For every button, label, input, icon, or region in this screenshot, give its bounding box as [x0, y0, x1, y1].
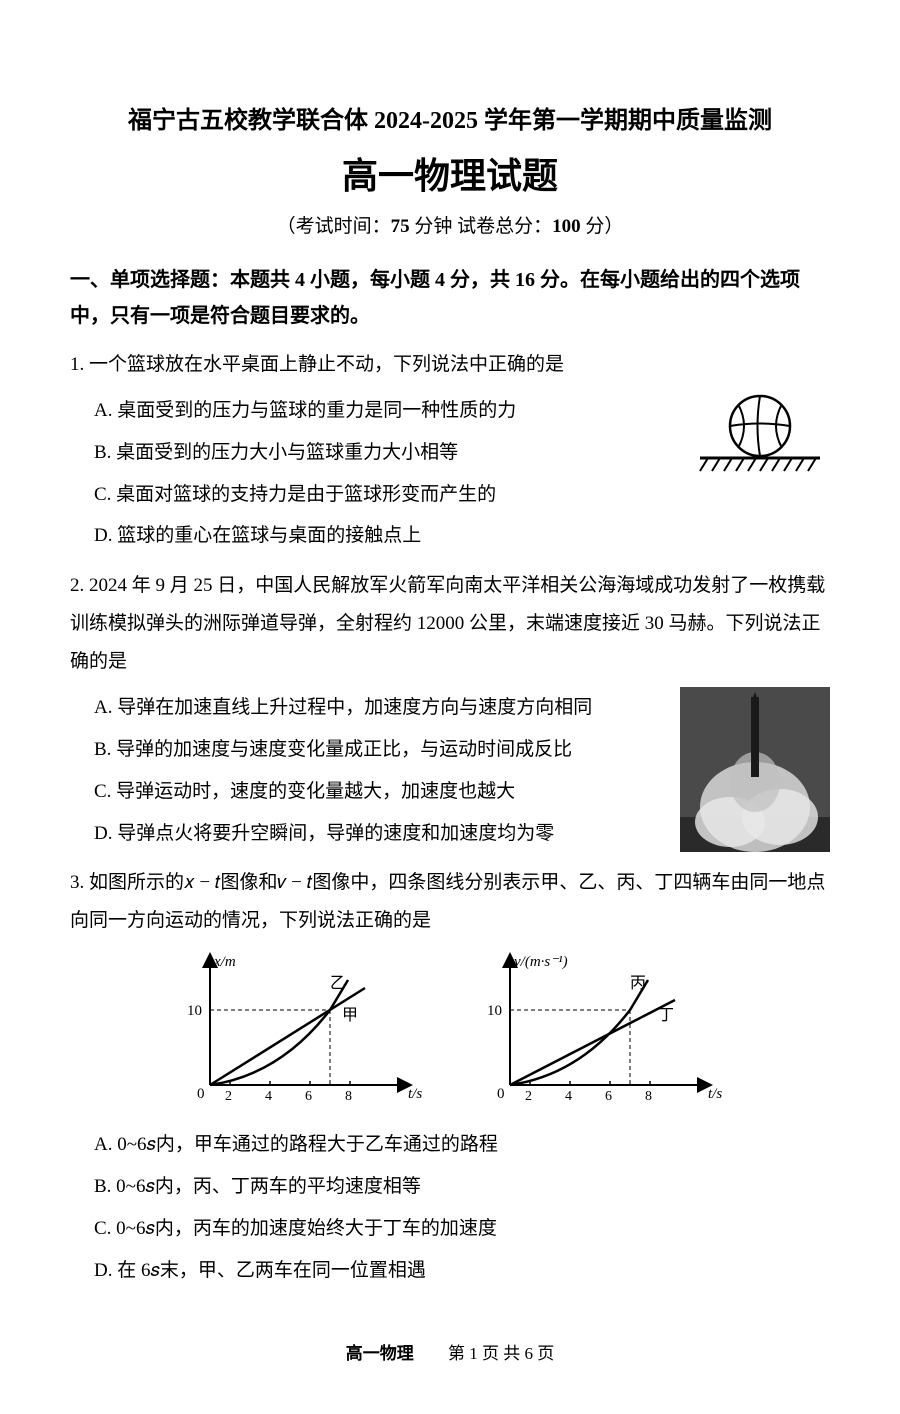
main-title: 高一物理试题	[70, 147, 830, 199]
q1-text: 1. 一个篮球放在水平桌面上静止不动，下列说法中正确的是	[70, 346, 830, 384]
g1-x4: 4	[265, 1089, 272, 1104]
g2-x4: 4	[565, 1089, 572, 1104]
g2-ylabel: v/(m·s⁻¹)	[514, 954, 568, 970]
g1-ylabel: x/m	[213, 954, 236, 970]
g1-label-yi: 乙	[330, 975, 346, 992]
q3-option-b: B. 0~6𝑠内，丙、丁两车的平均速度相等	[70, 1166, 830, 1208]
g1-x8: 8	[345, 1089, 352, 1104]
exam-duration: 75	[391, 216, 410, 237]
q3-graph-xt: x/m t/s 0 10 2 4 6 8 乙 甲	[170, 950, 430, 1110]
q3-graphs-container: x/m t/s 0 10 2 4 6 8 乙 甲	[70, 950, 830, 1110]
g2-origin: 0	[497, 1086, 505, 1102]
exam-info-prefix: （考试时间：	[277, 216, 391, 237]
q1-option-d: D. 篮球的重心在篮球与桌面的接触点上	[70, 515, 830, 557]
question-1: 1. 一个篮球放在水平桌面上静止不动，下列说法中正确的是 A. 桌面受到的压力与…	[70, 346, 830, 557]
g1-label-jia: 甲	[342, 1007, 358, 1024]
missile-icon	[680, 687, 830, 852]
basketball-icon	[690, 386, 830, 486]
g1-xlabel: t/s	[408, 1086, 422, 1102]
g2-y10: 10	[487, 1003, 502, 1019]
g2-x6: 6	[605, 1089, 612, 1104]
footer-page: 第 1 页 共 6 页	[448, 1344, 554, 1363]
xt-graph-icon: x/m t/s 0 10 2 4 6 8 乙 甲	[170, 950, 430, 1110]
g2-x2: 2	[525, 1089, 532, 1104]
g1-y10: 10	[187, 1003, 202, 1019]
q3-graph-vt: v/(m·s⁻¹) t/s 0 10 2 4 6 8 丙 丁	[470, 950, 730, 1110]
q3-option-d: D. 在 6𝑠末，甲、乙两车在同一位置相遇	[70, 1250, 830, 1292]
g2-x8: 8	[645, 1089, 652, 1104]
q3-option-a: A. 0~6𝑠内，甲车通过的路程大于乙车通过的路程	[70, 1124, 830, 1166]
q2-missile-figure	[680, 687, 830, 852]
vt-graph-icon: v/(m·s⁻¹) t/s 0 10 2 4 6 8 丙 丁	[470, 950, 730, 1110]
exam-duration-unit: 分钟 试卷总分：	[410, 216, 553, 237]
question-3: 3. 如图所示的𝑥 − 𝑡图像和𝑣 − 𝑡图像中，四条图线分别表示甲、乙、丙、丁…	[70, 864, 830, 1291]
g1-origin: 0	[197, 1086, 205, 1102]
g2-label-bing: 丙	[630, 975, 646, 992]
q3-text: 3. 如图所示的𝑥 − 𝑡图像和𝑣 − 𝑡图像中，四条图线分别表示甲、乙、丙、丁…	[70, 864, 830, 940]
section1-header: 一、单项选择题：本题共 4 小题，每小题 4 分，共 16 分。在每小题给出的四…	[70, 262, 830, 334]
question-2: 2. 2024 年 9 月 25 日，中国人民解放军火箭军向南太平洋相关公海海域…	[70, 567, 830, 854]
g1-x6: 6	[305, 1089, 312, 1104]
exam-total-unit: 分）	[581, 216, 624, 237]
exam-info: （考试时间：75 分钟 试卷总分：100 分）	[70, 211, 830, 238]
q3-option-c: C. 0~6𝑠内，丙车的加速度始终大于丁车的加速度	[70, 1208, 830, 1250]
q1-basketball-figure	[690, 386, 830, 486]
g2-label-ding: 丁	[658, 1007, 674, 1024]
q2-text: 2. 2024 年 9 月 25 日，中国人民解放军火箭军向南太平洋相关公海海域…	[70, 567, 830, 681]
header-title: 福宁古五校教学联合体 2024-2025 学年第一学期期中质量监测	[70, 100, 830, 135]
g1-x2: 2	[225, 1089, 232, 1104]
page-footer: 高一物理 第 1 页 共 6 页	[0, 1339, 900, 1364]
footer-subject: 高一物理	[346, 1344, 414, 1363]
exam-total: 100	[552, 216, 581, 237]
g2-xlabel: t/s	[708, 1086, 722, 1102]
